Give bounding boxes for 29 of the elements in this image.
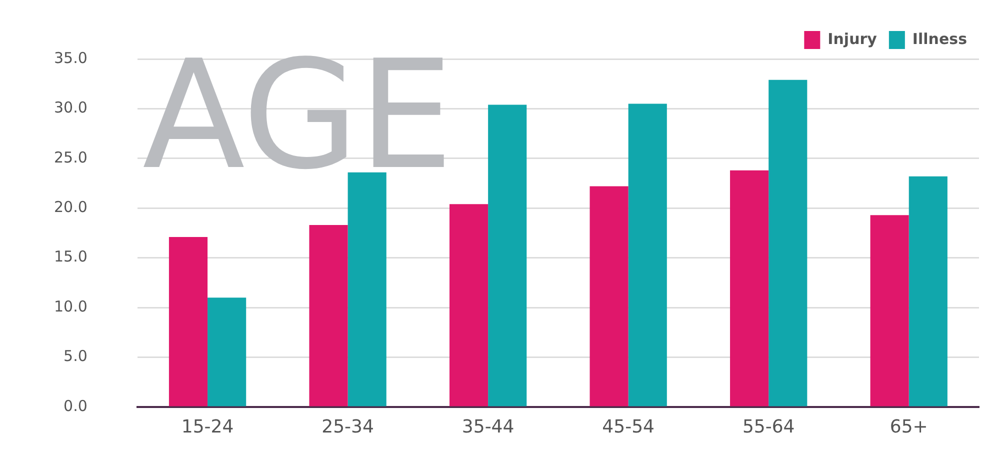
chart-title: AGE (142, 29, 454, 203)
bar (208, 298, 246, 406)
legend-label: Illness (912, 30, 968, 48)
y-tick-label: 30.0 (54, 98, 88, 117)
bar (449, 204, 488, 406)
bar (168, 236, 208, 406)
y-tick-label: 0.0 (64, 396, 88, 415)
x-tick-label: 45-54 (602, 416, 654, 438)
y-tick-label: 5.0 (64, 347, 88, 366)
y-tick-label: 35.0 (54, 48, 88, 67)
y-tick-label: 25.0 (54, 148, 88, 166)
y-tick-label: 15.0 (54, 248, 88, 266)
y-tick-label: 10.0 (54, 297, 88, 316)
x-tick-label: 65+ (890, 416, 928, 438)
x-tick-label: 15-24 (181, 416, 234, 438)
x-tick-label: 35-44 (462, 416, 514, 438)
bar (870, 215, 909, 406)
bar (488, 104, 527, 406)
bar (730, 170, 769, 406)
y-tick-label: 20.0 (54, 198, 88, 216)
x-tick-label: 25-34 (322, 416, 374, 438)
legend-label: Injury (828, 30, 878, 48)
bar (348, 172, 386, 406)
x-tick-label: 55-64 (742, 416, 795, 438)
bar (309, 225, 348, 406)
bar (908, 176, 948, 406)
bar (768, 80, 808, 406)
bar (590, 186, 628, 406)
bar (628, 104, 667, 406)
